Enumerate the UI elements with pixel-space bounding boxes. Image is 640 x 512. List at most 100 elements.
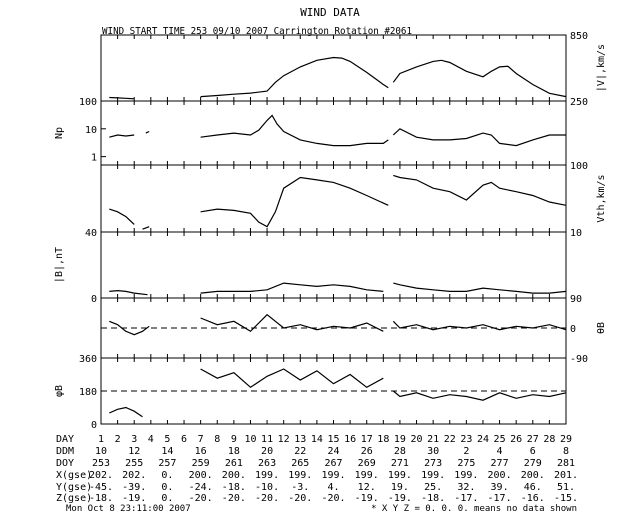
table-cell: 257	[158, 458, 176, 469]
table-cell: 24	[327, 446, 339, 457]
chart-title: WIND DATA	[300, 6, 360, 19]
day-tick-label: 8	[214, 434, 220, 445]
table-cell: 199.	[454, 470, 478, 481]
footer-timestamp: Mon Oct 8 23:11:00 2007	[66, 504, 191, 512]
table-row-label: Z(gse)	[56, 493, 92, 504]
series-line-velocity	[109, 96, 135, 100]
day-tick-label: 6	[181, 434, 187, 445]
table-cell: -18.	[222, 482, 246, 493]
table-cell: 275	[457, 458, 475, 469]
table-cell: 267	[324, 458, 342, 469]
table-cell: 200.	[488, 470, 512, 481]
series-line-theta_b	[392, 320, 567, 331]
day-tick-label: 19	[394, 434, 406, 445]
table-row-label: Y(gse)	[56, 482, 92, 493]
day-tick-label: 13	[294, 434, 306, 445]
series-line-thermal_speed	[393, 174, 567, 206]
table-row-label: DDM	[56, 446, 74, 457]
table-cell: 28	[394, 446, 406, 457]
y-tick-label: 850	[570, 31, 588, 42]
day-tick-label: 5	[164, 434, 170, 445]
table-cell: 199.	[255, 470, 279, 481]
day-tick-label: 20	[411, 434, 423, 445]
series-line-phi_b	[200, 368, 384, 389]
table-cell: -17.	[454, 493, 478, 504]
axis-label-density: Np	[54, 127, 65, 139]
y-tick-label: 10	[85, 125, 97, 136]
panel-density: 100 10 1 Np	[54, 97, 567, 166]
table-cell: 0.	[161, 493, 173, 504]
y-tick-label: 90	[570, 294, 582, 305]
axis-label-velocity: |V|,km/s	[596, 44, 607, 92]
panel-frame	[100, 164, 567, 233]
day-tick-label: 2	[115, 434, 121, 445]
y-tick-label: 40	[85, 228, 97, 239]
panel-frame	[100, 100, 567, 166]
day-tick-label: 27	[527, 434, 539, 445]
day-tick-label: 15	[327, 434, 339, 445]
table-cell: 259	[192, 458, 210, 469]
y-tick-label: 0	[570, 324, 576, 335]
table-cell: 271	[391, 458, 409, 469]
table-cell: 277	[491, 458, 509, 469]
table-cell: 39.	[491, 482, 509, 493]
day-tick-label: 29	[560, 434, 572, 445]
table-cell: 22	[294, 446, 306, 457]
x-axis-label: DAY	[56, 434, 74, 445]
series-line-theta_b	[109, 320, 150, 336]
table-cell: -45.	[89, 482, 113, 493]
table-cell: -18.	[421, 493, 445, 504]
table-cell: 265	[291, 458, 309, 469]
table-cell: -20.	[222, 493, 246, 504]
table-cell: 199.	[355, 470, 379, 481]
table-cell: 20	[261, 446, 273, 457]
axis-label-phi_b: φB	[54, 385, 65, 397]
y-tick-label: -90	[570, 354, 588, 365]
table-cell: 273	[424, 458, 442, 469]
day-tick-label: 16	[344, 434, 356, 445]
panel-velocity: 850 250 |V|,km/s	[100, 31, 607, 108]
day-tick-label: 22	[444, 434, 456, 445]
panel-thermal_speed: 100 10 Vth,km/s	[100, 161, 607, 239]
table-cell: 200.	[222, 470, 246, 481]
table-cell: 255	[125, 458, 143, 469]
table-cell: 32.	[457, 482, 475, 493]
y-tick-label: 100	[79, 97, 97, 108]
series-line-density	[145, 130, 150, 134]
y-tick-label: 180	[79, 387, 97, 398]
table-cell: 199.	[321, 470, 345, 481]
table-row-label: X(gse)	[56, 470, 92, 481]
series-line-density	[200, 114, 389, 147]
table-cell: 10	[95, 446, 107, 457]
table-cell: 16	[195, 446, 207, 457]
table-cell: 200.	[189, 470, 213, 481]
table-cell: 25.	[424, 482, 442, 493]
day-tick-label: 7	[198, 434, 204, 445]
table-cell: 200.	[521, 470, 545, 481]
series-line-phi_b	[109, 406, 143, 418]
table-cell: 201.	[554, 470, 578, 481]
table-cell: 253	[92, 458, 110, 469]
day-tick-label: 23	[460, 434, 472, 445]
footer-note: * X Y Z = 0. 0. 0. means no data shown	[371, 504, 577, 512]
day-tick-label: 28	[543, 434, 555, 445]
chart-subtitle: WIND START TIME 253 09/10 2007 Carringto…	[102, 26, 412, 37]
day-tick-label: 18	[377, 434, 389, 445]
series-line-velocity	[392, 59, 567, 98]
table-cell: -19.	[355, 493, 379, 504]
table-cell: 199.	[288, 470, 312, 481]
table-cell: -15.	[554, 493, 578, 504]
series-line-thermal_speed	[200, 176, 389, 228]
series-line-density	[109, 134, 135, 138]
panel-frame	[100, 231, 567, 299]
table-cell: -24.	[189, 482, 213, 493]
day-tick-label: 1	[98, 434, 104, 445]
y-tick-label: 100	[570, 161, 588, 172]
series-line-theta_b	[200, 313, 384, 333]
y-tick-label: 360	[79, 354, 97, 365]
table-cell: 0.	[161, 482, 173, 493]
panel-bfield: 40 0 |B|,nT	[54, 228, 567, 305]
day-tick-label: 26	[510, 434, 522, 445]
